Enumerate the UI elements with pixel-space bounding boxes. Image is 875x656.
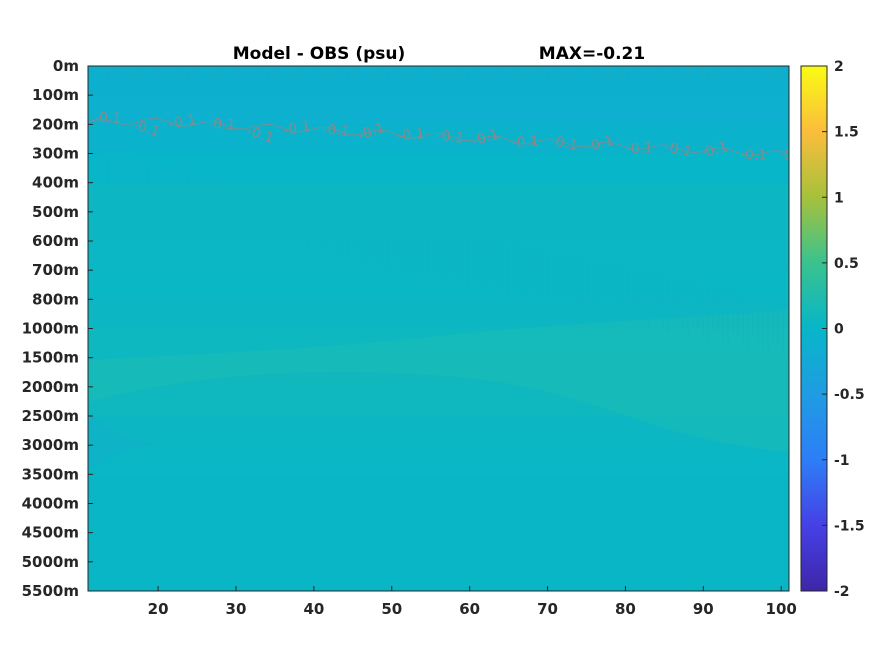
colorbar-tick-label: -2 bbox=[834, 584, 850, 600]
contour-label: -0.1 bbox=[131, 117, 162, 140]
depth-band bbox=[88, 532, 789, 563]
y-tick-label: 5000m bbox=[22, 553, 79, 571]
depth-band bbox=[88, 182, 789, 213]
depth-band bbox=[88, 211, 789, 242]
colorbar-axis: 2 1.5 1 0.5 0 -0.5 -1 -1.5 -2 bbox=[822, 59, 865, 600]
depth-band bbox=[88, 153, 789, 184]
y-tick-label: 3500m bbox=[22, 465, 79, 483]
x-tick-label: 40 bbox=[303, 600, 324, 618]
contour-label: -0.1 bbox=[699, 139, 729, 161]
y-tick-label: 4500m bbox=[22, 524, 79, 542]
x-tick-label: 60 bbox=[459, 600, 480, 618]
y-tick-label: 600m bbox=[32, 232, 79, 250]
x-tick-label: 50 bbox=[381, 600, 402, 618]
contour-label: -0.1 bbox=[322, 121, 351, 140]
contour-label: -0.1 bbox=[435, 127, 464, 147]
y-tick-label: 1500m bbox=[22, 349, 79, 367]
colorbar-tick-label: 0.5 bbox=[834, 256, 859, 272]
y-tick-label: 2000m bbox=[22, 378, 79, 396]
colorbar-tick-label: 2 bbox=[834, 59, 844, 75]
x-tick-label: 80 bbox=[615, 600, 636, 618]
x-tick-label: 90 bbox=[693, 600, 714, 618]
colorbar-tick-label: 1 bbox=[834, 190, 844, 206]
chart-title: Model - OBS (psu) bbox=[233, 44, 406, 64]
depth-band bbox=[88, 503, 789, 534]
contour-label: -0.1 bbox=[397, 126, 426, 145]
depth-band bbox=[88, 445, 789, 475]
y-tick-label: 1000m bbox=[22, 320, 79, 338]
contour-label: -0.1 bbox=[511, 133, 539, 151]
contour-label: -0.1 bbox=[740, 147, 767, 163]
y-tick-label: 2500m bbox=[22, 407, 79, 425]
plot-area: -0.1 -0.1 -0.1 -0.1 -0.1 -0.1 -0.1 -0.1 -0.1 -0.1… bbox=[88, 66, 807, 591]
colorbar-tick-label: -0.5 bbox=[834, 387, 865, 403]
depth-band bbox=[88, 561, 789, 591]
y-tick-label: 300m bbox=[32, 145, 79, 163]
colorbar-tick-label: 0 bbox=[834, 322, 844, 338]
depth-band bbox=[88, 474, 789, 504]
y-tick-label: 3000m bbox=[22, 436, 79, 454]
depth-band bbox=[88, 241, 789, 271]
x-tick-label: 70 bbox=[537, 600, 558, 618]
y-tick-label: 0m bbox=[53, 57, 79, 75]
x-tick-label: 100 bbox=[766, 600, 797, 618]
y-tick-label: 400m bbox=[32, 174, 79, 192]
colorbar-tick-label: -1 bbox=[834, 453, 850, 469]
contour-label: -0.1 bbox=[282, 119, 311, 139]
contour-label: -0.1 bbox=[168, 112, 198, 133]
x-axis: 20 30 40 50 60 70 80 90 100 bbox=[148, 586, 797, 618]
x-tick-label: 20 bbox=[148, 600, 169, 618]
y-axis: 0m 100m 200m 300m 400m 500m 600m 700m 800m 1000m 1… bbox=[22, 57, 93, 600]
y-tick-label: 200m bbox=[32, 115, 79, 133]
contour-label: -0.1 bbox=[777, 145, 807, 167]
contour-label: -0.1 bbox=[626, 140, 654, 157]
y-tick-label: 100m bbox=[32, 86, 79, 104]
contour-path bbox=[88, 117, 789, 156]
chart-max-label: MAX=-0.21 bbox=[539, 44, 645, 64]
depth-band bbox=[88, 270, 789, 300]
anomaly-lens bbox=[88, 412, 155, 470]
depth-band bbox=[88, 124, 789, 154]
contour-label: -0.1 bbox=[663, 139, 693, 160]
y-tick-label: 500m bbox=[32, 203, 79, 221]
colorbar-tick-label: -1.5 bbox=[834, 518, 865, 534]
y-tick-label: 700m bbox=[32, 261, 79, 279]
contour-label: -0.1 bbox=[208, 116, 236, 134]
contour-label: -0.1 bbox=[549, 133, 579, 154]
y-tick-label: 5500m bbox=[22, 582, 79, 600]
colorbar-tick-label: 1.5 bbox=[834, 125, 859, 141]
surface-hatching bbox=[107, 66, 789, 358]
y-tick-label: 800m bbox=[32, 290, 79, 308]
y-tick-label: 4000m bbox=[22, 495, 79, 513]
anomaly-tongue bbox=[88, 310, 789, 452]
contour-label: -0.1 bbox=[94, 110, 122, 127]
contour-label: -0.1 bbox=[585, 133, 616, 156]
x-tick-label: 30 bbox=[226, 600, 247, 618]
depth-band bbox=[88, 95, 789, 125]
